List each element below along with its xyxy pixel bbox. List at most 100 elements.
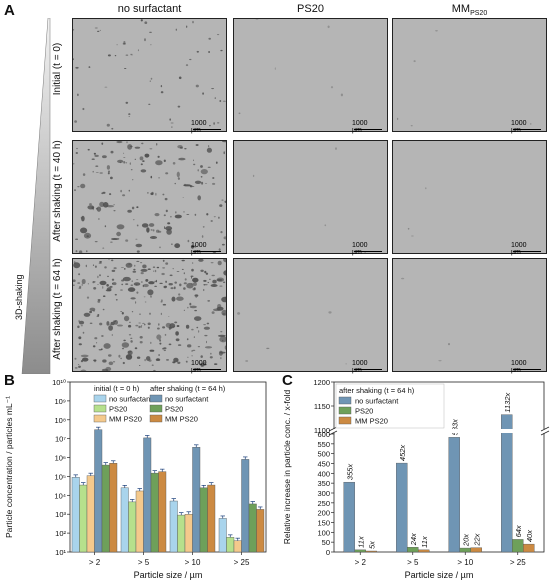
- particle: [130, 169, 133, 171]
- particle: [80, 227, 88, 234]
- particle: [169, 274, 173, 277]
- particle: [208, 37, 211, 40]
- particle: [102, 191, 106, 194]
- particle: [207, 281, 210, 284]
- particle: [78, 336, 82, 340]
- chart-b-ylabel: Particle concentration / particles mL⁻¹: [4, 396, 14, 538]
- particle: [219, 204, 223, 207]
- particle: [217, 304, 222, 309]
- particle: [133, 268, 136, 271]
- row-label-2: After shaking (t = 64 h): [52, 258, 63, 360]
- particle: [225, 151, 226, 152]
- particle: [98, 349, 102, 351]
- micrograph-r0-c2: [392, 18, 547, 132]
- particle: [186, 282, 194, 289]
- particle: [157, 327, 160, 330]
- particle: [117, 324, 123, 327]
- particle: [335, 147, 337, 150]
- column-title-2: MMPS20: [451, 3, 488, 18]
- particle: [97, 299, 101, 301]
- particle: [194, 180, 202, 184]
- panel-a-letter: A: [4, 2, 15, 19]
- particle: [200, 269, 204, 272]
- particle: [218, 216, 220, 219]
- particle: [176, 171, 180, 178]
- particle: [130, 297, 136, 300]
- particle: [206, 147, 212, 153]
- chart-b-ytick-label: 10⁸: [54, 416, 66, 425]
- particle: [91, 158, 95, 160]
- particle: [185, 324, 190, 329]
- particle: [162, 193, 165, 196]
- particle: [95, 172, 99, 173]
- particle: [140, 262, 143, 264]
- particle: [130, 53, 132, 56]
- particle: [99, 274, 101, 277]
- particle: [162, 259, 165, 262]
- particle: [150, 44, 152, 46]
- particle: [120, 189, 122, 193]
- particle: [176, 271, 180, 272]
- chart-c-bar: [418, 549, 430, 553]
- particle: [205, 284, 208, 286]
- particle: [97, 30, 100, 32]
- chart-b-legend-label: PS20: [109, 405, 127, 414]
- row-label-1: After shaking (t = 40 h): [52, 140, 63, 242]
- particle: [110, 241, 113, 243]
- particle: [197, 346, 201, 348]
- chart-b-bar: [256, 509, 265, 553]
- particle: [160, 91, 164, 94]
- particle: [448, 343, 450, 346]
- particle: [194, 213, 197, 216]
- shaking-label: 3D-shaking: [14, 274, 24, 320]
- particle: [150, 77, 153, 80]
- particle: [184, 148, 187, 150]
- particle: [80, 325, 83, 327]
- scale-bar: [193, 369, 221, 370]
- particle: [125, 54, 129, 56]
- chart-b-ytick-label: 10¹: [55, 548, 66, 557]
- particle: [198, 330, 200, 333]
- particle: [266, 347, 270, 350]
- particle: [221, 243, 225, 246]
- particle: [120, 267, 124, 268]
- particle: [175, 28, 177, 31]
- particle: [131, 280, 133, 283]
- particle: [162, 326, 166, 329]
- particle: [413, 60, 416, 63]
- particle: [73, 279, 76, 282]
- particle: [74, 367, 78, 369]
- scale-bar-label: 1000 µm: [511, 120, 527, 134]
- particle: [177, 105, 181, 108]
- particle: [97, 300, 101, 303]
- micrograph-image: [73, 259, 226, 371]
- particle: [181, 268, 184, 270]
- particle: [177, 361, 181, 364]
- particle: [194, 316, 202, 321]
- chart-b-bar: [207, 484, 216, 553]
- particle: [88, 66, 91, 68]
- particle: [127, 350, 131, 354]
- micrograph-image: [237, 311, 347, 365]
- particle: [132, 179, 134, 181]
- particle: [121, 347, 125, 350]
- chart-b-ytick-label: 10⁴: [54, 491, 66, 500]
- particle: [168, 316, 170, 317]
- particle: [139, 156, 144, 161]
- particle: [221, 309, 226, 316]
- particle: [210, 262, 214, 264]
- particle: [97, 284, 99, 285]
- particle: [123, 161, 126, 164]
- scale-bar: [513, 369, 541, 370]
- chart-c-bar-label: 583x: [450, 419, 459, 436]
- particle: [204, 183, 208, 184]
- particle: [183, 184, 191, 187]
- particle: [108, 325, 113, 331]
- chart-c-break-mark: [540, 426, 550, 432]
- particle: [77, 325, 80, 329]
- particle: [166, 229, 172, 235]
- particle: [108, 354, 112, 357]
- particle: [135, 238, 138, 240]
- chart-c-bar: [512, 539, 524, 553]
- chart-b-bar: [226, 537, 235, 553]
